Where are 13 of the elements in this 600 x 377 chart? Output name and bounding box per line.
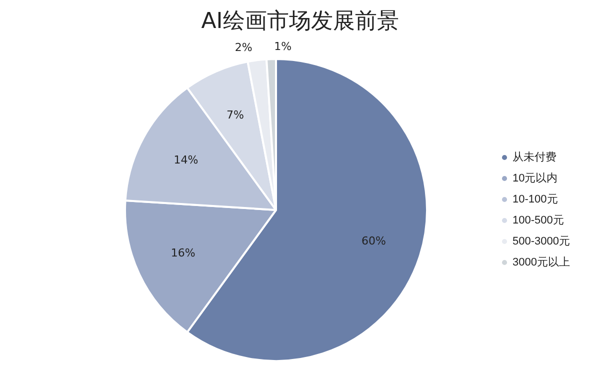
legend-label: 500-3000元 <box>512 236 570 248</box>
legend-label: 10元以内 <box>512 172 558 185</box>
data-label: 2% <box>234 41 252 54</box>
legend-label: 3000元以上 <box>512 256 570 269</box>
legend-label: 100-500元 <box>512 214 564 227</box>
data-label: 1% <box>274 40 292 53</box>
data-label: 16% <box>170 246 196 260</box>
data-label: 60% <box>361 234 386 248</box>
legend-label: 从未付费 <box>512 150 557 164</box>
legend-label: 10-100元 <box>512 194 558 206</box>
data-label: 14% <box>174 153 198 166</box>
chart-title: AI绘画市场发展前景 <box>200 8 400 36</box>
data-label: 7% <box>226 108 244 122</box>
